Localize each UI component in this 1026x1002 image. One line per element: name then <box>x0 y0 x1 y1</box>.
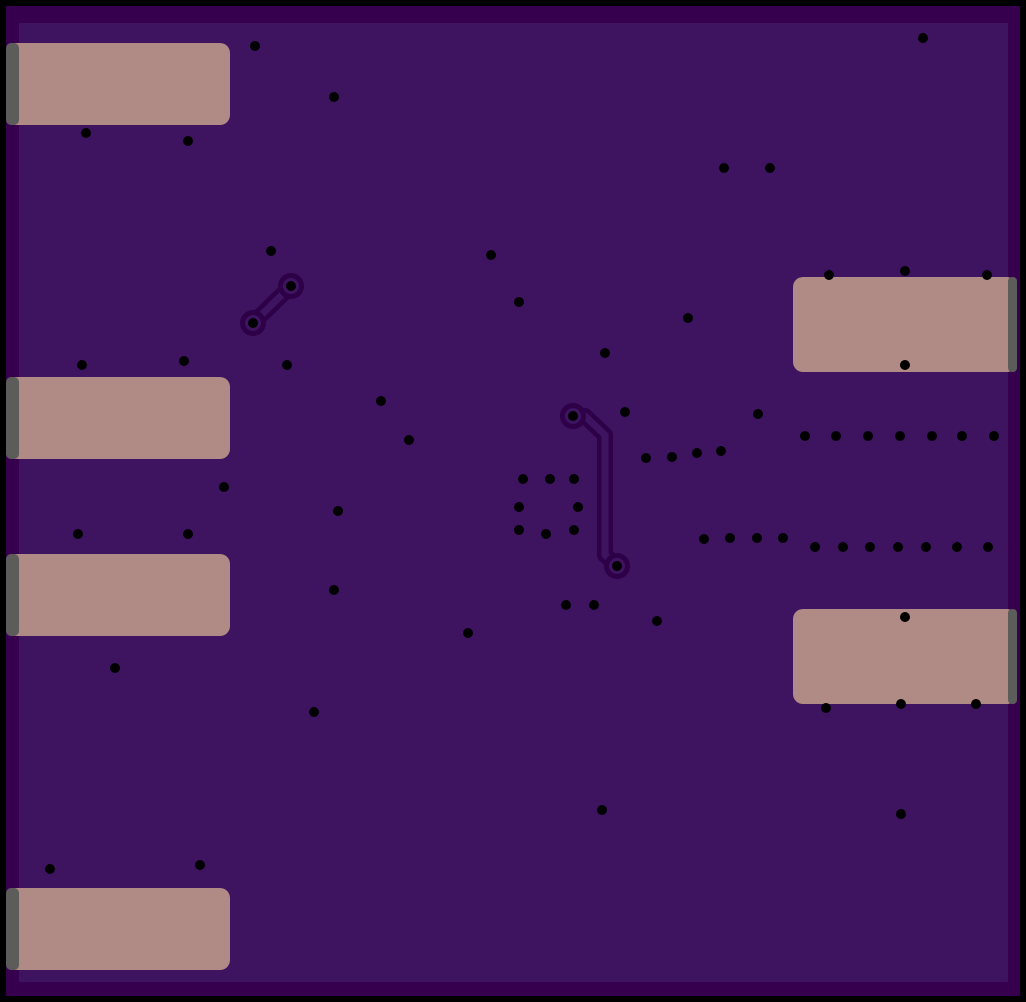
drill-hole <box>918 33 928 43</box>
drill-hole <box>266 246 276 256</box>
drill-hole <box>561 600 571 610</box>
drill-hole <box>463 628 473 638</box>
drill-hole <box>900 266 910 276</box>
pad-edge <box>1008 609 1017 704</box>
drill-hole <box>831 431 841 441</box>
drill-hole <box>716 446 726 456</box>
drill-hole <box>900 612 910 622</box>
drill-hole <box>329 585 339 595</box>
drill-hole <box>282 360 292 370</box>
pad-right-1 <box>793 277 1017 372</box>
drill-hole <box>518 474 528 484</box>
drill-hole <box>895 431 905 441</box>
drill-hole <box>73 529 83 539</box>
traces-layer <box>240 273 630 579</box>
drill-hole <box>989 431 999 441</box>
drill-hole <box>545 474 555 484</box>
drill-hole <box>333 506 343 516</box>
drill-hole <box>778 533 788 543</box>
drill-hole <box>250 41 260 51</box>
drill-hole <box>620 407 630 417</box>
drill-hole <box>641 453 651 463</box>
drill-hole <box>921 542 931 552</box>
drill-hole <box>893 542 903 552</box>
drill-hole <box>900 360 910 370</box>
drill-hole <box>865 542 875 552</box>
drill-hole <box>810 542 820 552</box>
drill-hole <box>683 313 693 323</box>
drill-hole <box>821 703 831 713</box>
drill-hole <box>800 431 810 441</box>
drill-hole <box>183 529 193 539</box>
pad-edge <box>6 43 19 125</box>
drill-hole <box>612 561 622 571</box>
drill-hole <box>838 542 848 552</box>
pad-edge <box>6 888 19 970</box>
drill-hole <box>927 431 937 441</box>
drill-hole <box>183 136 193 146</box>
drill-hole <box>404 435 414 445</box>
drill-hole <box>719 163 729 173</box>
drill-hole <box>329 92 339 102</box>
drill-hole <box>568 411 578 421</box>
drill-hole <box>45 864 55 874</box>
drill-hole <box>765 163 775 173</box>
drill-hole <box>896 809 906 819</box>
drill-hole <box>541 529 551 539</box>
pad-left-4 <box>6 888 230 970</box>
drill-hole <box>896 699 906 709</box>
drill-hole <box>725 533 735 543</box>
drill-hole <box>971 699 981 709</box>
drill-holes-layer <box>45 33 999 874</box>
pad-left-3 <box>6 554 230 636</box>
drill-hole <box>652 616 662 626</box>
drill-hole <box>81 128 91 138</box>
pad-left-1 <box>6 43 230 125</box>
pad-edge <box>6 554 19 636</box>
drill-hole <box>824 270 834 280</box>
drill-hole <box>957 431 967 441</box>
drill-hole <box>376 396 386 406</box>
drill-hole <box>699 534 709 544</box>
drill-hole <box>569 525 579 535</box>
drill-hole <box>600 348 610 358</box>
drill-hole <box>982 270 992 280</box>
drill-hole <box>597 805 607 815</box>
pad-left-2 <box>6 377 230 459</box>
drill-hole <box>195 860 205 870</box>
drill-hole <box>514 297 524 307</box>
pads-layer <box>6 43 1017 970</box>
drill-hole <box>589 600 599 610</box>
drill-hole <box>752 533 762 543</box>
drill-hole <box>573 502 583 512</box>
drill-hole <box>77 360 87 370</box>
drill-hole <box>952 542 962 552</box>
drill-hole <box>692 448 702 458</box>
drill-hole <box>110 663 120 673</box>
drill-hole <box>179 356 189 366</box>
drill-hole <box>219 482 229 492</box>
pad-edge <box>1008 277 1017 372</box>
drill-hole <box>753 409 763 419</box>
drill-hole <box>983 542 993 552</box>
drill-hole <box>309 707 319 717</box>
drill-hole <box>514 525 524 535</box>
pad-edge <box>6 377 19 459</box>
drill-hole <box>486 250 496 260</box>
drill-hole <box>286 281 296 291</box>
drill-hole <box>514 502 524 512</box>
drill-hole <box>863 431 873 441</box>
drill-hole <box>248 318 258 328</box>
drill-hole <box>569 474 579 484</box>
copper-pour <box>19 23 1008 982</box>
pad-right-2 <box>793 609 1017 704</box>
drill-hole <box>667 452 677 462</box>
